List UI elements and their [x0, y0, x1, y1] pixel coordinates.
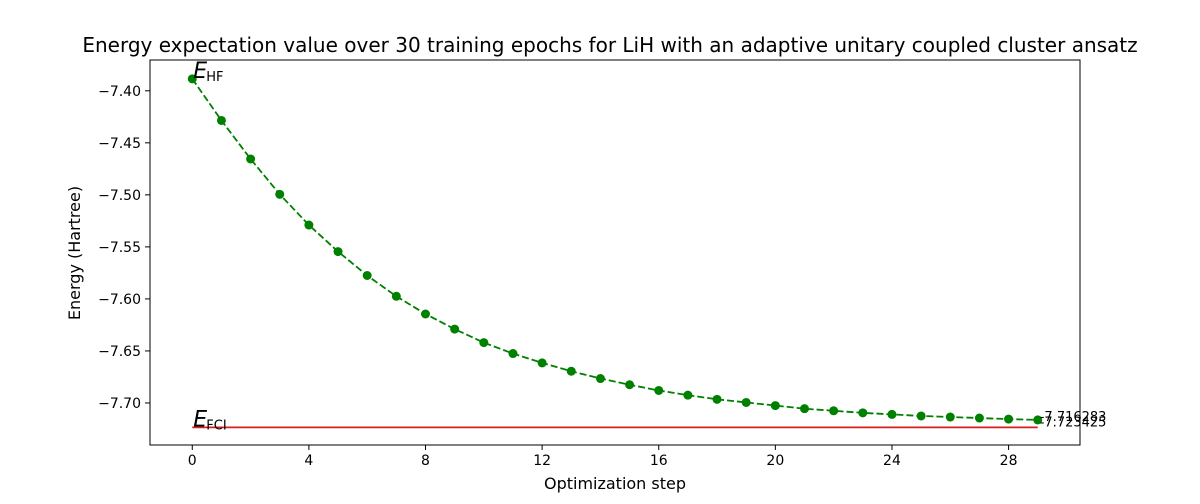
energy-point	[508, 349, 518, 359]
energy-point	[1033, 415, 1043, 425]
energy-point	[362, 270, 372, 280]
energy-point	[275, 189, 285, 199]
energy-point	[654, 385, 664, 395]
energy-point	[887, 409, 897, 419]
x-tick-label: 0	[188, 453, 197, 469]
energy-point	[421, 309, 431, 319]
plot-frame	[149, 59, 1081, 446]
energy-point	[712, 394, 722, 404]
hf-energy-subscript: HF	[206, 70, 223, 85]
energy-point	[683, 390, 693, 400]
energy-point	[741, 397, 751, 407]
energy-point	[333, 247, 343, 257]
x-tick-label: 28	[1000, 453, 1018, 469]
x-axis-label: Optimization step	[544, 474, 686, 493]
x-tick-label: 8	[421, 453, 430, 469]
energy-point	[916, 411, 926, 421]
energy-point	[216, 115, 226, 125]
energy-point	[246, 154, 256, 164]
x-tick-label: 20	[766, 453, 784, 469]
y-tick-label: −7.45	[98, 136, 141, 152]
y-tick-label: −7.40	[98, 84, 141, 100]
energy-point	[625, 380, 635, 390]
energy-point	[566, 366, 576, 376]
y-tick-label: −7.55	[98, 240, 141, 256]
x-tick-label: 4	[304, 453, 313, 469]
x-tick-label: 24	[883, 453, 901, 469]
energy-point	[974, 413, 984, 423]
hf-energy-label: E	[193, 59, 207, 84]
fci-energy-label: E	[193, 407, 207, 432]
energy-point	[799, 404, 809, 414]
energy-point	[537, 358, 547, 368]
plot-area: 0 4 8 12 16 20 24 28 −7.40 −7.45 −7.50 −7.55 −7.60 −7…	[98, 59, 1106, 469]
y-axis-label: Energy (Hartree)	[65, 186, 84, 320]
energy-point	[187, 74, 197, 84]
fci-energy-value: -7.723425	[1040, 415, 1107, 430]
x-tick-label: 12	[533, 453, 551, 469]
energy-point	[479, 338, 489, 348]
energy-point	[450, 324, 460, 334]
fci-energy-subscript: FCI	[206, 418, 226, 433]
x-tick-label: 16	[650, 453, 668, 469]
energy-point	[1004, 414, 1014, 424]
energy-point	[595, 374, 605, 384]
chart-title: Energy expectation value over 30 trainin…	[82, 33, 1137, 57]
energy-point	[858, 408, 868, 418]
energy-series-line	[191, 78, 1038, 421]
energy-point	[829, 406, 839, 416]
y-tick-label: −7.60	[98, 292, 141, 308]
energy-point	[304, 220, 314, 230]
y-tick-label: −7.65	[98, 344, 141, 360]
y-tick-label: −7.50	[98, 188, 141, 204]
y-tick-label: −7.70	[98, 396, 141, 412]
final-energy-value: -7.716283	[1040, 410, 1107, 425]
energy-point	[391, 291, 401, 301]
energy-point	[945, 412, 955, 422]
energy-point	[770, 401, 780, 411]
